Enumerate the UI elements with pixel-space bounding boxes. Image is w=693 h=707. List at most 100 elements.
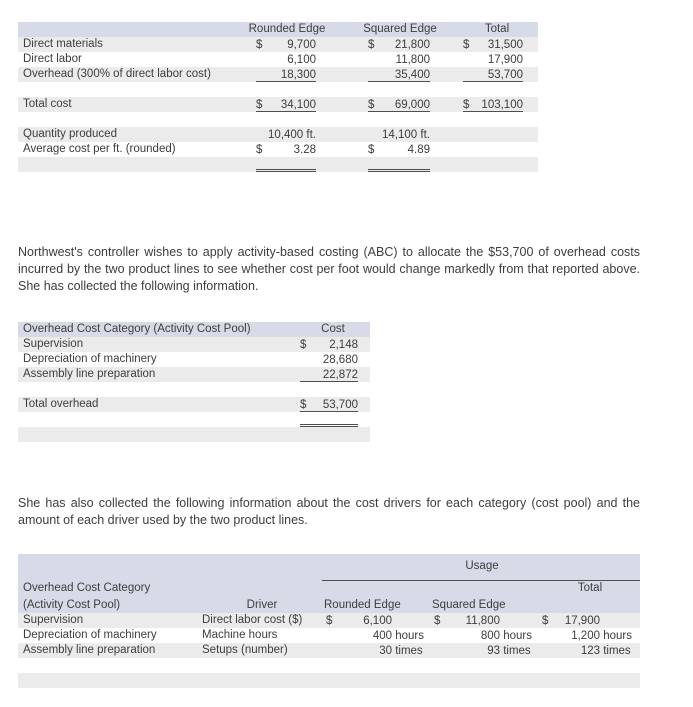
unit-suffix (600, 614, 632, 628)
spacer-cell (344, 172, 456, 187)
amount (256, 158, 316, 172)
label-cell: Direct labor (23, 53, 82, 65)
row-direct-labor: Direct labor 6,100 11,800 17,900 (18, 52, 538, 67)
amount: 11,800 (368, 53, 430, 67)
amount: $69,000 (368, 98, 430, 112)
amount-value: 6,100 (363, 614, 392, 627)
label-cell: Squared Edge (430, 598, 538, 613)
spacer-row (18, 673, 640, 688)
amount: $4.89 (368, 143, 430, 157)
amount-cell: $103,100 (456, 97, 538, 112)
amount-value: 123 (580, 644, 600, 657)
amount-value: 9,700 (287, 38, 316, 51)
amount: 10,400 ft. (256, 128, 316, 142)
currency-symbol: $ (542, 614, 549, 627)
amount-cell: 10,400 ft. (230, 127, 344, 142)
amount: 1,200 hours (542, 629, 632, 643)
amount: $11,800 (434, 614, 532, 628)
amount-cell: $3.28 (230, 142, 344, 157)
label-cell: Assembly line preparation (18, 643, 200, 658)
cost-drivers-intro-paragraph: She has also collected the following inf… (18, 496, 640, 527)
amount-cell: $6,100 (322, 613, 430, 628)
amount: $21,800 (368, 38, 430, 52)
amount: 18,300 (256, 68, 316, 82)
spacer-cell (230, 112, 344, 127)
spacer-cell (18, 554, 200, 580)
amount-cell: $4.89 (344, 142, 456, 157)
amount: 53,700 (463, 68, 523, 82)
cost-driver-usage-table: Usage Overhead Cost Category Total (Activit… (18, 554, 640, 688)
row-quantity-produced: Quantity produced 10,400 ft. 14,100 ft. (18, 127, 538, 142)
label-cell: Rounded Edge (322, 598, 430, 613)
amount-value: 11,800 (395, 53, 430, 66)
double-rule-row (18, 412, 370, 427)
label-cell: Setups (number) (200, 643, 322, 658)
amount-cell: 17,900 (456, 52, 538, 67)
spacer-cell (200, 554, 322, 580)
amount-cell: $9,700 (230, 37, 344, 52)
row-overhead: Overhead (300% of direct labor cost) 18,3… (18, 67, 538, 82)
amount-value: 400 (372, 629, 392, 642)
amount: 400 hours (326, 629, 424, 643)
spacer-cell (456, 157, 538, 172)
spacer-cell (344, 82, 456, 97)
amount-cell: 30 times (322, 643, 430, 658)
spacer-cell (456, 82, 538, 97)
amount-value: 14,100 (382, 128, 418, 141)
amount-value: 21,800 (394, 38, 430, 51)
label-cell: Supervision (18, 613, 200, 628)
header-row-line2: (Activity Cost Pool) Driver Rounded Edge Sq… (18, 598, 640, 613)
amount-cell: 400 hours (322, 628, 430, 643)
amount-value: 17,900 (487, 53, 523, 66)
spacer-cell (200, 658, 322, 673)
spacer-cell (18, 382, 296, 397)
label-cell: Squared Edge (344, 22, 456, 37)
amount-cell (344, 157, 456, 172)
amount-value: 69,000 (394, 98, 430, 111)
spacer-cell (18, 82, 230, 97)
amount-cell: 14,100 ft. (344, 127, 456, 142)
label-cell: Quantity produced (18, 127, 230, 142)
row-depreciation: Depreciation of machinery Machine hours 40… (18, 628, 640, 643)
spacer-row (18, 442, 370, 457)
amount: $103,100 (463, 98, 523, 112)
amount-value: 17,900 (564, 614, 600, 627)
label-cell: Overhead Cost Category (18, 580, 200, 598)
spacer-cell (200, 673, 322, 688)
amount: $31,500 (463, 38, 523, 52)
spacer-row (18, 382, 370, 397)
amount-value: 35,400 (394, 68, 430, 81)
amount-value: 800 (480, 629, 500, 642)
amount: 93 times (434, 644, 532, 658)
spacer-cell (296, 382, 370, 397)
label-cell: Driver (200, 598, 322, 613)
label-cell: Machine hours (202, 629, 278, 641)
amount-value: 53,700 (322, 398, 358, 411)
amount: 17,900 (463, 53, 523, 67)
amount: 35,400 (368, 68, 430, 82)
abc-intro-paragraph: Northwest's controller wishes to apply a… (18, 245, 640, 293)
currency-symbol: $ (463, 98, 470, 111)
spacer-cell (230, 82, 344, 97)
spacer-row (18, 82, 538, 97)
currency-symbol: $ (368, 143, 375, 156)
row-total-cost: Total cost $34,100 $69,000 $103,100 (18, 97, 538, 112)
amount-cell: 18,300 (230, 67, 344, 82)
amount: 14,100 ft. (368, 128, 430, 142)
spacer-cell (18, 172, 230, 187)
amount-cell: $17,900 (538, 613, 640, 628)
label-cell: Overhead Cost Category (Activity Cost Po… (18, 322, 296, 337)
label-cell: Average cost per ft. (rounded) (23, 143, 176, 155)
label-cell: Direct materials (18, 37, 230, 52)
spacer-row (18, 658, 640, 673)
spacer-cell (18, 673, 200, 688)
amount-cell: 53,700 (456, 67, 538, 82)
unit-suffix (500, 614, 532, 628)
amount: $34,100 (256, 98, 316, 112)
usage-header-row: Usage (18, 554, 640, 581)
amount: 28,680 (300, 353, 358, 367)
amount-value: 4.89 (407, 143, 430, 156)
label-cell: Usage (322, 554, 640, 581)
amount-value: 6,100 (287, 53, 316, 66)
